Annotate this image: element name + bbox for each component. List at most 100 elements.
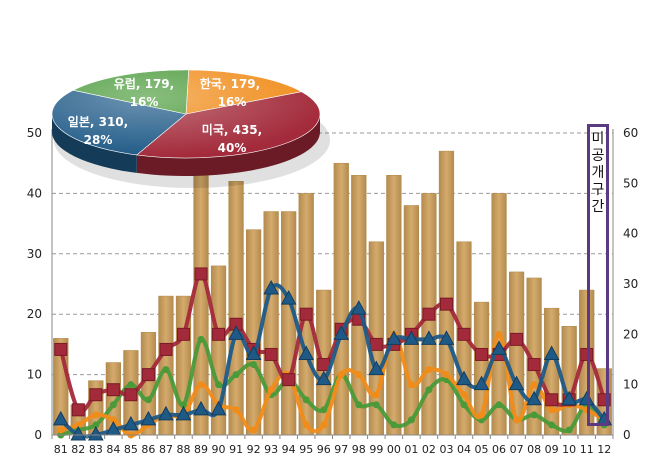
pie-slice-percent: 16%: [130, 95, 159, 109]
data-point-square: [545, 393, 559, 407]
x-axis-tick-label: 92: [247, 443, 261, 456]
x-axis-tick-label: 88: [176, 443, 190, 456]
x-axis-tick-label: 11: [580, 443, 594, 456]
data-point-circle: [267, 386, 275, 394]
data-point-square: [282, 373, 296, 387]
data-point-triangle: [140, 410, 157, 426]
data-point-triangle: [403, 330, 420, 345]
data-point-square: [439, 297, 453, 311]
data-point-triangle: [175, 405, 192, 421]
data-point-triangle: [87, 425, 104, 441]
x-axis-tick-label: 03: [439, 443, 453, 456]
data-point-circle: [232, 406, 240, 414]
data-point-circle: [495, 330, 503, 338]
data-point-circle: [162, 366, 170, 374]
left-axis-tick-label: 50: [27, 126, 42, 140]
data-point-square: [194, 267, 208, 281]
x-axis-tick-label: 84: [106, 443, 120, 456]
data-point-circle: [74, 421, 82, 429]
pie-slice-percent: 40%: [218, 141, 247, 155]
data-point-triangle: [193, 400, 209, 416]
data-point-circle: [197, 335, 205, 343]
pie-chart: 미국, 435, 40% 일본, 310, 28% 유럽, 179, 16% 한국, 179…: [51, 69, 330, 188]
data-point-circle: [232, 371, 240, 379]
data-point-circle: [407, 381, 415, 389]
data-point-circle: [548, 406, 556, 414]
data-point-circle: [179, 401, 187, 409]
data-point-triangle: [473, 375, 490, 391]
data-point-circle: [320, 406, 328, 414]
right-axis-tick-label: 40: [623, 227, 638, 241]
data-point-circle: [425, 386, 433, 394]
left-axis-tick-label: 20: [27, 307, 42, 321]
data-point-square: [71, 403, 85, 417]
data-point-circle: [495, 401, 503, 409]
data-point-triangle: [158, 405, 174, 421]
data-point-triangle: [350, 300, 367, 315]
data-point-circle: [127, 381, 135, 389]
right-axis-tick-label: 10: [623, 378, 638, 392]
data-point-circle: [320, 421, 328, 429]
data-point-triangle: [526, 390, 542, 406]
data-point-circle: [144, 396, 152, 404]
data-point-square: [141, 368, 155, 382]
data-point-triangle: [315, 370, 332, 386]
data-point-circle: [548, 421, 556, 429]
x-axis-tick-label: 06: [492, 443, 506, 456]
pie-slice-percent: 28%: [84, 133, 113, 147]
x-axis-tick-label: 02: [422, 443, 436, 456]
data-point-circle: [425, 366, 433, 374]
x-axis-tick-label: 94: [282, 443, 296, 456]
left-axis-tick-label: 10: [27, 368, 42, 382]
bar: [386, 175, 402, 436]
x-axis-tick-label: 98: [352, 443, 366, 456]
data-point-triangle: [298, 345, 315, 360]
unopened-period-label: 미 공 개 구 간: [591, 131, 605, 215]
data-point-triangle: [386, 330, 402, 345]
data-point-circle: [57, 426, 65, 434]
right-axis-tick-label: 20: [623, 327, 638, 341]
data-point-triangle: [123, 415, 139, 431]
data-point-square: [369, 337, 383, 351]
pie-slice-side: [52, 114, 137, 173]
data-point-circle: [302, 396, 310, 404]
x-axis-tick-label: 91: [229, 443, 243, 456]
x-axis-tick-label: 10: [562, 443, 576, 456]
pie-highlight: [52, 70, 320, 158]
data-point-triangle: [421, 330, 437, 345]
x-axis-tick-label: 93: [264, 443, 278, 456]
data-point-square: [89, 388, 103, 402]
data-point-square: [510, 332, 524, 346]
bar: [281, 211, 297, 436]
left-axis-tick-label: 40: [27, 186, 42, 200]
data-point-circle: [565, 426, 573, 434]
x-axis-tick-label: 00: [387, 443, 401, 456]
x-axis-tick-label: 81: [54, 443, 68, 456]
x-axis-tick-label: 86: [141, 443, 155, 456]
x-axis-tick-label: 08: [527, 443, 541, 456]
data-point-square: [457, 327, 471, 341]
right-axis-tick-label: 30: [623, 277, 638, 291]
bar: [403, 205, 420, 436]
pie-slice-label: 일본, 310,: [68, 115, 128, 129]
data-point-circle: [460, 401, 468, 409]
data-point-circle: [197, 381, 205, 389]
data-point-triangle: [228, 325, 244, 340]
right-axis-tick-label: 0: [623, 428, 631, 442]
data-point-square: [527, 358, 541, 372]
data-point-square: [475, 347, 489, 361]
data-point-triangle: [52, 410, 69, 426]
data-point-circle: [92, 421, 100, 429]
data-point-circle: [513, 416, 521, 424]
x-axis-tick-label: 82: [71, 443, 85, 456]
data-point-circle: [530, 411, 538, 419]
data-point-square: [422, 307, 436, 321]
data-point-circle: [372, 401, 380, 409]
unopened-period-box: 미 공 개 구 간: [587, 124, 609, 426]
data-point-square: [159, 342, 173, 356]
right-axis-tick-label: 60: [623, 126, 638, 140]
x-axis-tick-label: 85: [124, 443, 138, 456]
